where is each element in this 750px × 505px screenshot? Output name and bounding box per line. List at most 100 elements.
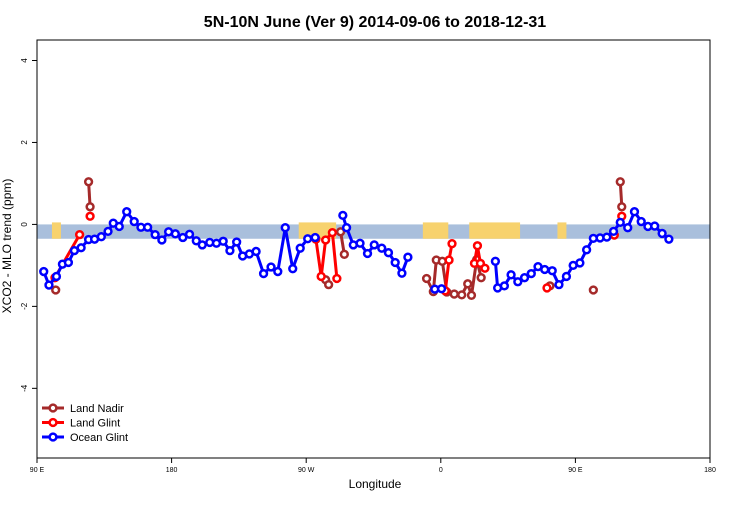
legend: Land Nadir Land Glint Ocean Glint — [42, 403, 128, 444]
y-tick-label: -2 — [20, 302, 29, 310]
ocean-glint-point — [220, 238, 227, 245]
land-nadir-point — [618, 203, 625, 210]
land-glint-point — [322, 237, 329, 244]
land-nadir-point — [341, 251, 348, 258]
x-tick-label: 180 — [166, 467, 178, 474]
land-nadir-point — [617, 178, 624, 185]
ocean-glint-point — [624, 224, 631, 231]
land-nadir-point — [423, 275, 430, 282]
land-glint-point — [446, 257, 453, 264]
ocean-glint-point — [610, 228, 617, 235]
ocean-glint-point — [617, 219, 624, 226]
ocean-glint-point — [492, 258, 499, 265]
land-band — [557, 222, 566, 238]
ocean-glint-point — [172, 230, 179, 237]
land-glint-line — [445, 244, 452, 291]
legend-marker-land-nadir — [50, 405, 57, 412]
ocean-glint-point — [65, 259, 72, 266]
ocean-glint-point — [98, 233, 105, 240]
ocean-glint-point — [158, 237, 165, 244]
ocean-glint-point — [603, 234, 610, 241]
land-nadir-point — [325, 281, 332, 288]
y-axis-label: XCO2 - MLO trend (ppm) — [0, 179, 14, 314]
ocean-glint-point — [152, 231, 159, 238]
land-nadir-point — [85, 178, 92, 185]
ocean-glint-point — [253, 248, 260, 255]
ocean-glint-point — [144, 224, 151, 231]
ocean-glint-point — [123, 208, 130, 215]
ocean-glint-point — [304, 235, 311, 242]
ocean-glint-point — [404, 254, 411, 261]
ocean-glint-point — [364, 250, 371, 257]
chart-title: 5N-10N June (Ver 9) 2014-09-06 to 2018-1… — [204, 14, 547, 31]
land-glint-point — [449, 240, 456, 247]
y-tick-label: -4 — [20, 384, 29, 392]
land-glint-point — [474, 242, 481, 249]
ocean-glint-point — [297, 245, 304, 252]
ocean-glint-point — [289, 265, 296, 272]
ocean-glint-point — [46, 282, 53, 289]
ocean-glint-point — [105, 228, 112, 235]
ocean-glint-point — [549, 267, 556, 274]
ocean-glint-point — [576, 260, 583, 267]
ocean-glint-point — [371, 242, 378, 249]
ocean-glint-point — [233, 239, 240, 246]
land-nadir-point — [87, 203, 94, 210]
ocean-glint-point — [659, 230, 666, 237]
ocean-glint-point — [357, 240, 364, 247]
legend-label-land-nadir: Land Nadir — [70, 403, 124, 415]
ocean-glint-point — [556, 281, 563, 288]
ocean-glint-point — [583, 246, 590, 253]
land-glint-point — [318, 273, 325, 280]
ocean-glint-point — [343, 224, 350, 231]
land-nadir-point — [464, 280, 471, 287]
legend-marker-land-glint — [50, 419, 57, 426]
ocean-glint-point — [312, 234, 319, 241]
ocean-glint-point — [541, 266, 548, 273]
land-glint-point — [329, 229, 336, 236]
ocean-glint-point — [199, 242, 206, 249]
ocean-glint-point — [501, 282, 508, 289]
land-band — [423, 222, 448, 238]
land-glint-point — [482, 265, 489, 272]
ocean-glint-point — [665, 236, 672, 243]
ocean-glint-point — [514, 278, 521, 285]
land-glint-point — [333, 275, 340, 282]
ocean-glint-point — [521, 274, 528, 281]
y-tick-label: 0 — [20, 222, 29, 227]
ocean-glint-point — [227, 247, 234, 254]
ocean-glint-point — [268, 264, 275, 271]
ocean-glint-point — [78, 244, 85, 251]
land-band — [52, 222, 61, 238]
x-tick-label: 90 E — [568, 467, 583, 474]
land-nadir-point — [468, 292, 475, 299]
ocean-glint-point — [40, 268, 47, 275]
ocean-glint-point — [438, 285, 445, 292]
land-glint-point — [544, 285, 551, 292]
land-glint-point — [76, 231, 83, 238]
ocean-glint-point — [131, 218, 138, 225]
ocean-glint-point — [638, 218, 645, 225]
ocean-glint-point — [186, 231, 193, 238]
ocean-glint-point — [528, 270, 535, 277]
ocean-glint-point — [339, 212, 346, 219]
x-tick-label: 90 W — [298, 467, 315, 474]
x-tick-label: 0 — [439, 467, 443, 474]
land-glint-point — [87, 213, 94, 220]
ocean-glint-point — [385, 249, 392, 256]
ocean-glint-point — [274, 268, 281, 275]
land-nadir-point — [458, 291, 465, 298]
land-nadir-point — [451, 291, 458, 298]
ocean-glint-point — [392, 259, 399, 266]
x-tick-label: 90 E — [30, 467, 45, 474]
ocean-glint-point — [116, 223, 123, 230]
legend-label-land-glint: Land Glint — [70, 418, 120, 430]
x-tick-label: 180 — [704, 467, 716, 474]
ocean-glint-point — [260, 270, 267, 277]
ocean-glint-point — [563, 273, 570, 280]
legend-label-ocean-glint: Ocean Glint — [70, 432, 128, 444]
land-nadir-point — [590, 287, 597, 294]
ocean-glint-point — [399, 270, 406, 277]
